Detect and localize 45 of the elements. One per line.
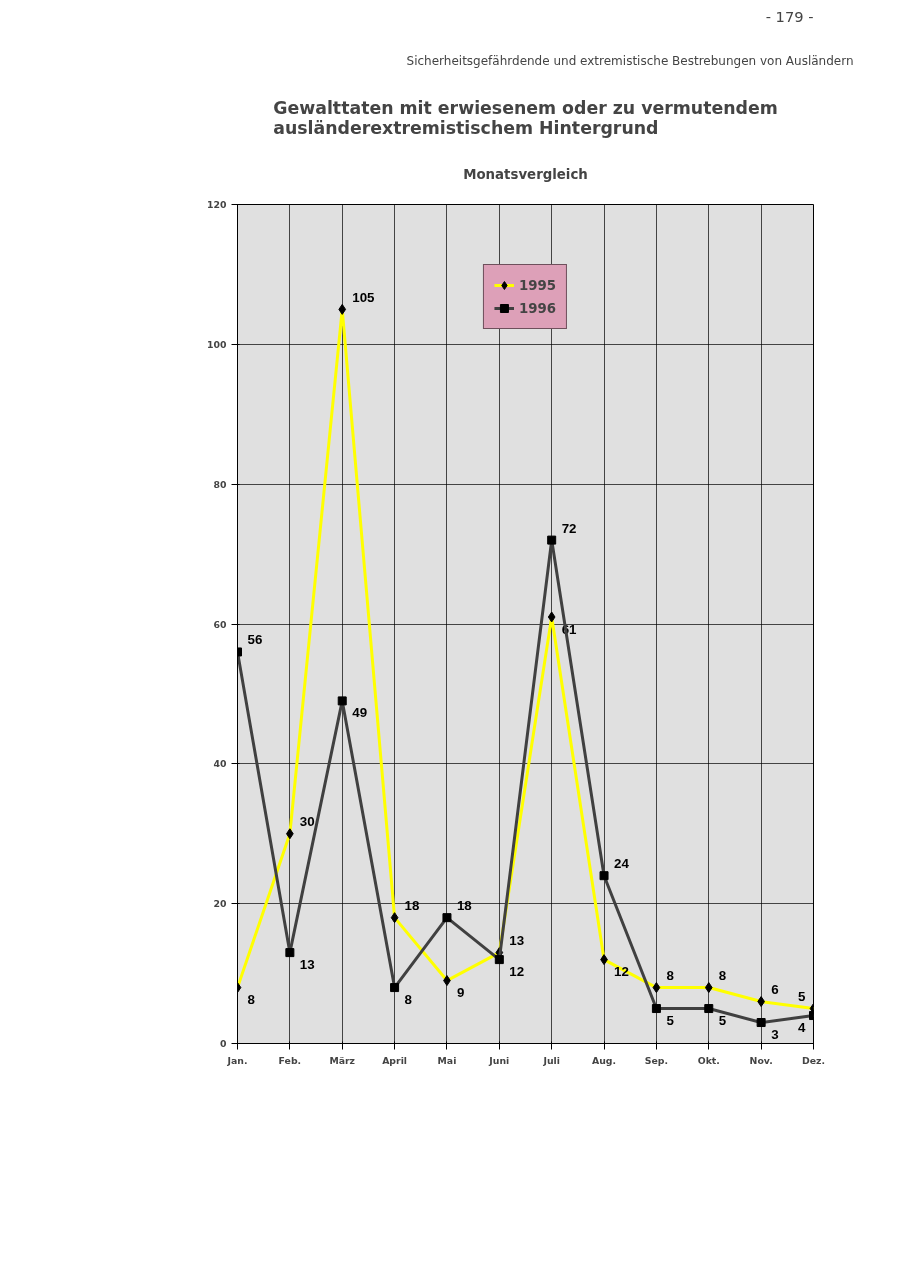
data-label: 6 — [771, 982, 779, 998]
x-tick-label: Nov. — [749, 1054, 773, 1066]
legend-label: 1996 — [518, 300, 557, 316]
y-tick-label: 120 — [207, 199, 228, 210]
data-label: 8 — [404, 992, 413, 1008]
chart-title: Gewalttaten mit erwiesenem oder zu vermutendem ausländerextremistischem Hintergrund — [273, 97, 778, 138]
data-label: 5 — [718, 1013, 727, 1029]
x-tick-label: Sep. — [644, 1054, 669, 1066]
data-label: 8 — [666, 968, 674, 984]
y-tick-label: 80 — [213, 478, 228, 490]
data-label: 13 — [509, 933, 525, 949]
x-tick-label: Okt. — [697, 1054, 720, 1066]
y-tick-label: 60 — [213, 618, 228, 630]
x-tick-label: April — [382, 1054, 408, 1066]
y-tick-label: 100 — [207, 338, 228, 350]
x-tick-label: Jan. — [226, 1054, 248, 1066]
data-label: 8 — [247, 992, 255, 1008]
data-label: 4 — [798, 1020, 807, 1036]
x-tick-label: Mai — [437, 1054, 457, 1066]
x-tick-label: März — [329, 1054, 356, 1066]
data-label: 13 — [299, 957, 315, 973]
data-label: 56 — [247, 632, 263, 648]
data-label: 72 — [561, 520, 577, 536]
legend-label: 1995 — [518, 277, 557, 293]
data-label: 105 — [352, 289, 376, 305]
data-label: 30 — [299, 814, 315, 830]
data-label: 24 — [614, 856, 630, 872]
text: Sicherheitsgefährdende und extremistische Bestrebungen von Ausländern — [406, 54, 854, 68]
chart-subtitle: Monatsvergleich — [463, 167, 588, 182]
y-tick-label: 20 — [213, 898, 228, 910]
y-tick-label: 0 — [220, 1038, 228, 1049]
text: - 179 - — [765, 7, 814, 25]
data-label: 8 — [718, 968, 727, 984]
data-label: 49 — [352, 705, 368, 721]
data-label: 5 — [666, 1013, 675, 1029]
data-label: 9 — [456, 985, 465, 1001]
x-tick-label: Juli — [542, 1054, 560, 1066]
x-tick-label: Aug. — [592, 1054, 617, 1066]
y-tick-label: 40 — [213, 758, 228, 770]
x-tick-label: Juni — [488, 1054, 510, 1066]
x-tick-label: Feb. — [278, 1054, 302, 1066]
data-label: 5 — [798, 989, 807, 1005]
data-label: 12 — [509, 964, 525, 980]
x-tick-label: Dez. — [801, 1054, 826, 1066]
data-label: 3 — [771, 1027, 779, 1043]
